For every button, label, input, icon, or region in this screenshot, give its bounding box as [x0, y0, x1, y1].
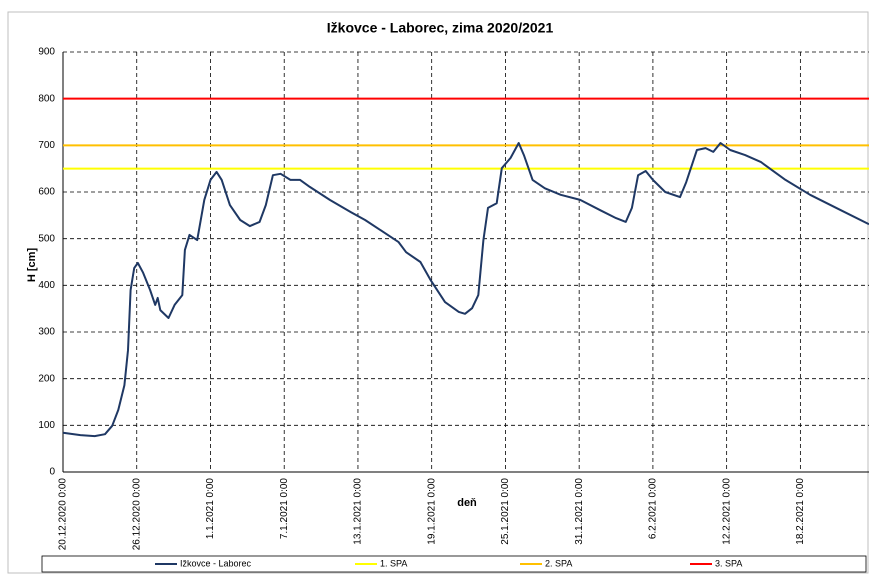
chart-title: Ižkovce - Laborec, zima 2020/2021: [327, 20, 554, 36]
x-tick-label: 26.12.2020 0:00: [131, 478, 142, 551]
x-axis-title: deň: [457, 497, 477, 509]
x-tick-label: 18.2.2021 0:00: [795, 478, 806, 545]
x-tick-label: 31.1.2021 0:00: [574, 478, 585, 545]
x-tick-label: 12.2.2021 0:00: [721, 478, 732, 545]
legend-label: 1. SPA: [380, 558, 407, 568]
y-tick-label: 0: [49, 467, 55, 478]
y-tick-label: 200: [38, 373, 55, 384]
x-tick-label: 7.1.2021 0:00: [279, 478, 290, 540]
x-tick-label: 6.2.2021 0:00: [648, 478, 659, 540]
x-tick-label: 19.1.2021 0:00: [426, 478, 437, 545]
y-tick-label: 600: [38, 187, 55, 198]
data-line: [62, 142, 869, 438]
y-axis-title: H [cm]: [26, 248, 38, 283]
y-tick-label: 400: [38, 280, 55, 291]
x-tick-label: 25.1.2021 0:00: [500, 478, 511, 545]
legend-label: 3. SPA: [715, 558, 742, 568]
x-tick-label: 20.12.2020 0:00: [58, 478, 69, 551]
y-tick-label: 900: [38, 47, 55, 58]
x-tick-label: 13.1.2021 0:00: [353, 478, 364, 545]
y-tick-label: 800: [38, 93, 55, 104]
y-tick-label: 700: [38, 140, 55, 151]
y-tick-label: 500: [38, 233, 55, 244]
x-tick-label: 1.1.2021 0:00: [205, 478, 216, 540]
legend-label: 2. SPA: [545, 558, 572, 568]
legend-label: Ižkovce - Laborec: [180, 558, 252, 568]
y-tick-label: 300: [38, 327, 55, 338]
legend-box: [41, 555, 867, 573]
y-tick-label: 100: [38, 420, 55, 431]
